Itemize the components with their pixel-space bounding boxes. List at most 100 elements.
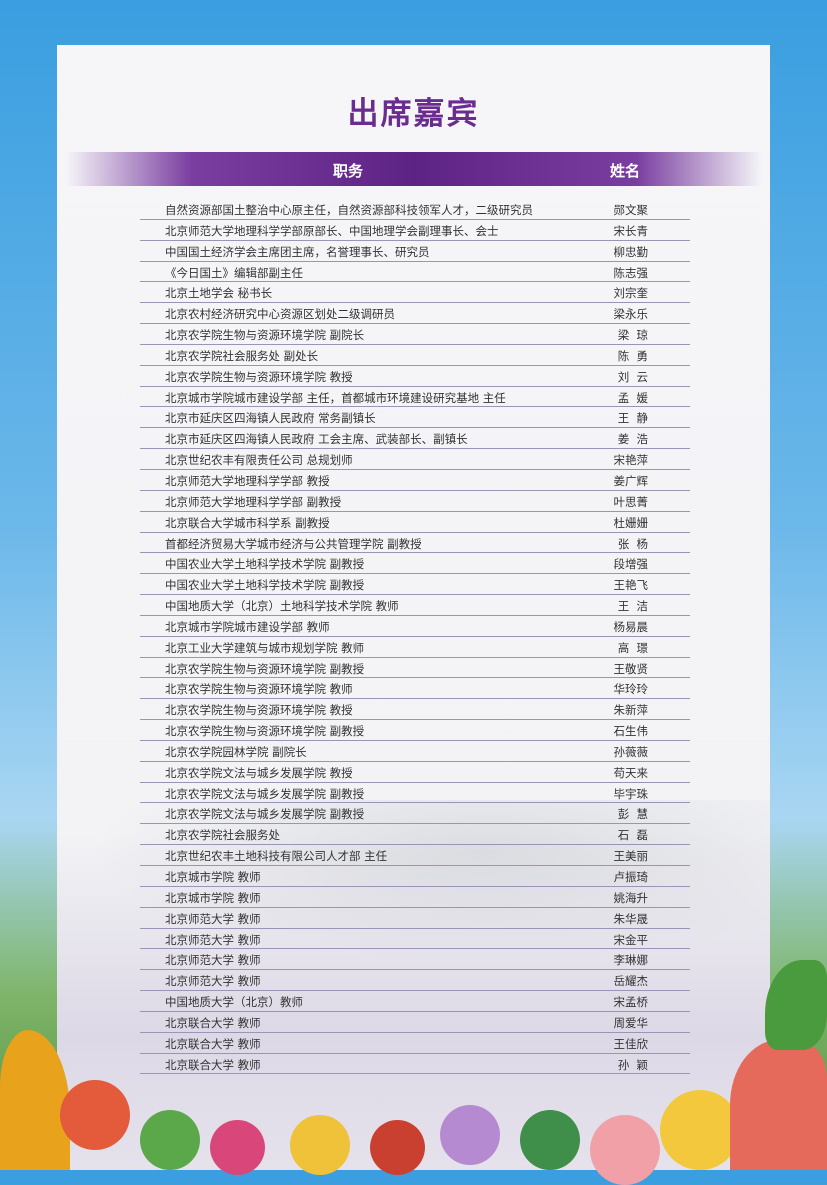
guest-name: 朱新萍 — [613, 703, 649, 718]
guest-row: 北京农学院生物与资源环境学院 教授 朱新萍 — [140, 699, 690, 721]
guest-position: 中国农业大学土地科学技术学院 副教授 — [165, 557, 365, 572]
guest-row: 北京师范大学地理科学学部 副教授 叶思菁 — [140, 491, 690, 512]
guest-name: 杜姗姗 — [613, 515, 649, 530]
guest-position: 北京市延庆区四海镇人民政府 常务副镇长 — [165, 411, 376, 426]
guest-row: 北京农学院生物与资源环境学院 教授 刘 云 — [140, 366, 690, 387]
guest-position: 北京农学院生物与资源环境学院 教授 — [165, 703, 353, 718]
guest-row: 北京师范大学 教师 岳耀杰 — [140, 970, 690, 992]
guest-name: 宋长青 — [613, 223, 649, 238]
guest-position: 北京农学院生物与资源环境学院 副教授 — [165, 661, 365, 676]
guest-name: 岳耀杰 — [613, 974, 649, 989]
guest-position: 北京农学院文法与城乡发展学院 副教授 — [165, 807, 365, 822]
guest-row: 北京农学院文法与城乡发展学院 教授 苟天来 — [140, 762, 690, 783]
guest-position: 北京联合大学城市科学系 副教授 — [165, 515, 330, 530]
guest-position: 北京城市学院 教师 — [165, 870, 261, 884]
guest-row: 北京土地学会 秘书长 刘宗奎 — [140, 282, 690, 304]
guest-position: 北京联合大学 教师 — [165, 1036, 261, 1051]
guest-position: 北京市延庆区四海镇人民政府 工会主席、武装部长、副镇长 — [165, 432, 468, 447]
guest-position: 北京农学院文法与城乡发展学院 副教授 — [165, 786, 365, 801]
guest-row: 北京农学院社会服务处 石 磊 — [140, 824, 690, 846]
header-position: 职务 — [333, 162, 364, 180]
guest-name: 孟 媛 — [617, 390, 648, 405]
guest-position: 北京农学院生物与资源环境学院 教师 — [165, 682, 353, 697]
guest-row: 北京世纪农丰土地科技有限公司人才部 主任 王美丽 — [140, 845, 690, 866]
guest-position: 北京农学院生物与资源环境学院 教授 — [165, 369, 353, 384]
guest-row: 首都经济贸易大学城市经济与公共管理学院 副教授 张 杨 — [140, 533, 690, 554]
guest-position: 北京农学院社会服务处 — [165, 828, 280, 843]
guest-position: 北京师范大学地理科学学部 教授 — [165, 473, 330, 488]
guest-name: 叶思菁 — [613, 494, 649, 509]
guest-row: 北京农学院生物与资源环境学院 副教授 石生伟 — [140, 720, 690, 741]
guest-row: 北京城市学院 教师 卢振琦 — [140, 866, 690, 887]
guest-position: 北京世纪农丰有限责任公司 总规划师 — [165, 453, 353, 468]
guest-position: 北京农学院社会服务处 副处长 — [165, 348, 319, 363]
guest-row: 北京工业大学建筑与城市规划学院 教师 高 璟 — [140, 637, 690, 658]
guest-name: 周爱华 — [613, 1015, 649, 1030]
guest-position: 北京世纪农丰土地科技有限公司人才部 主任 — [165, 849, 388, 864]
guest-position: 北京农学院生物与资源环境学院 副教授 — [165, 724, 365, 739]
guest-position: 中国国土经济学会主席团主席，名誉理事长、研究员 — [165, 244, 430, 259]
guest-row: 北京师范大学 教师 宋金平 — [140, 929, 690, 950]
guest-name: 王佳欣 — [613, 1036, 649, 1051]
guest-name: 王敬贤 — [613, 661, 649, 676]
guest-row: 北京联合大学 教师 孙 颖 — [140, 1054, 690, 1075]
guest-row: 中国地质大学（北京）教师 宋孟桥 — [140, 991, 690, 1012]
guest-name: 石 磊 — [617, 828, 648, 843]
guest-name: 姚海升 — [613, 890, 649, 905]
guest-row: 中国农业大学土地科学技术学院 副教授 段增强 — [140, 553, 690, 575]
guest-name: 宋金平 — [613, 932, 649, 947]
guest-name: 孙 颖 — [617, 1057, 648, 1072]
guest-name: 张 杨 — [617, 536, 648, 551]
guest-row: 北京世纪农丰有限责任公司 总规划师 宋艳萍 — [140, 449, 690, 470]
guest-name: 王 静 — [617, 411, 648, 426]
guest-position: 北京农学院生物与资源环境学院 副院长 — [165, 328, 365, 343]
landscape-background — [57, 800, 770, 970]
guest-row: 北京师范大学地理科学学部 教授 姜广辉 — [140, 470, 690, 491]
guest-row: 北京农村经济研究中心资源区划处二级调研员 梁永乐 — [140, 303, 690, 325]
guest-position: 北京师范大学地理科学学部原部长、中国地理学会副理事长、会士 — [165, 223, 499, 238]
guest-row: 北京师范大学 教师 朱华晟 — [140, 908, 690, 929]
table-header: 职务 姓名 — [66, 152, 762, 186]
guest-position: 首都经济贸易大学城市经济与公共管理学院 副教授 — [165, 536, 422, 551]
guest-name: 宋艳萍 — [613, 453, 649, 468]
guest-position: 北京农村经济研究中心资源区划处二级调研员 — [165, 307, 395, 322]
guest-name: 陈志强 — [613, 265, 649, 280]
guest-position: 《今日国土》编辑部副主任 — [165, 265, 303, 280]
guest-position: 北京农学院文法与城乡发展学院 教授 — [165, 765, 353, 780]
guest-name: 刘 云 — [617, 369, 648, 384]
guest-position: 北京联合大学 教师 — [165, 1057, 261, 1072]
guest-name: 刘宗奎 — [613, 286, 649, 301]
guest-name: 宋孟桥 — [613, 995, 649, 1010]
guest-name: 朱华晟 — [613, 911, 649, 926]
guest-name: 梁永乐 — [613, 307, 649, 322]
guest-row: 中国国土经济学会主席团主席，名誉理事长、研究员 柳忠勤 — [140, 241, 690, 262]
guest-name: 高 璟 — [617, 640, 648, 655]
guest-position: 北京农学院园林学院 副院长 — [165, 744, 307, 759]
guest-row: 北京城市学院城市建设学部 教师 杨易晨 — [140, 616, 690, 637]
guest-row: 北京农学院生物与资源环境学院 副教授 王敬贤 — [140, 658, 690, 679]
guest-position: 北京师范大学 教师 — [165, 911, 261, 926]
guest-name: 梁 琼 — [617, 328, 648, 343]
guest-position: 北京城市学院 教师 — [165, 890, 261, 905]
guest-name: 王 洁 — [617, 599, 648, 614]
guest-position: 中国农业大学土地科学技术学院 副教授 — [165, 578, 365, 593]
guest-row: 《今日国土》编辑部副主任 陈志强 — [140, 262, 690, 283]
guest-position: 中国地质大学（北京）土地科学技术学院 教师 — [165, 599, 399, 614]
guest-row: 中国农业大学土地科学技术学院 副教授 王艳飞 — [140, 574, 690, 596]
guest-row: 北京农学院生物与资源环境学院 教师 华玲玲 — [140, 678, 690, 700]
guest-row: 北京联合大学 教师 周爱华 — [140, 1012, 690, 1033]
guest-row: 北京师范大学地理科学学部原部长、中国地理学会副理事长、会士 宋长青 — [140, 220, 690, 241]
guest-name: 彭 慧 — [617, 807, 648, 822]
guest-table: 自然资源部国土整治中心原主任，自然资源部科技领军人才，二级研究员 郧文聚 北京师范大… — [140, 199, 690, 1075]
guest-row: 北京农学院文法与城乡发展学院 副教授 彭 慧 — [140, 803, 690, 825]
guest-name: 华玲玲 — [613, 682, 649, 697]
guest-name: 段增强 — [613, 557, 649, 572]
guest-position: 北京城市学院城市建设学部 教师 — [165, 619, 330, 634]
guest-name: 毕宇珠 — [613, 786, 649, 801]
guest-name: 王美丽 — [613, 849, 649, 864]
guest-name: 杨易晨 — [613, 619, 649, 634]
guest-name: 姜 浩 — [617, 432, 648, 447]
page-card — [57, 45, 770, 1170]
guest-name: 姜广辉 — [613, 473, 649, 488]
guest-row: 北京农学院生物与资源环境学院 副院长 梁 琼 — [140, 324, 690, 345]
